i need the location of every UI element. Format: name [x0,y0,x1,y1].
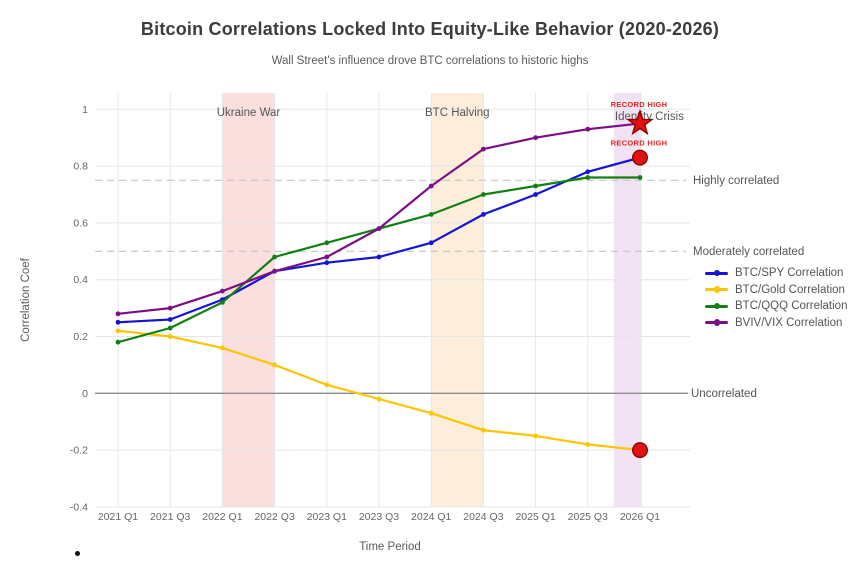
legend-item-btc-spy: BTC/SPY Correlation [705,265,847,282]
legend-label: BVIV/VIX Correlation [735,316,843,329]
legend-item-bviv-vix: BVIV/VIX Correlation [705,315,847,332]
stray-dot [75,551,80,556]
band-label: BTC Halving [425,107,490,119]
data-point [428,212,434,217]
data-point [585,126,591,132]
x-tick-label: 2023 Q1 [307,511,347,523]
record-circle-icon [632,149,649,166]
y-axis-title: Correlation Coef [20,258,32,342]
data-point [533,192,538,197]
legend: BTC/SPY Correlation BTC/Gold Correlation… [705,265,847,331]
y-tick-label: 0.6 [73,217,88,229]
data-point [481,192,486,197]
data-point [533,135,538,141]
data-point [220,300,225,305]
data-point [115,328,121,334]
x-tick-label: 2022 Q3 [254,511,294,523]
legend-item-btc-gold: BTC/Gold Correlation [705,282,847,299]
legend-line-dot-icon [705,319,728,326]
x-axis-title: Time Period [359,541,421,553]
legend-item-btc-qqq: BTC/QQQ Correlation [705,298,847,315]
data-point [324,260,330,266]
x-tick-label: 2022 Q1 [202,511,242,523]
x-tick-label: 2021 Q1 [98,511,138,523]
data-point [272,362,277,368]
data-point [167,317,173,322]
data-point [167,334,173,339]
data-point [167,325,173,331]
data-point [428,240,434,246]
event-band [431,93,484,507]
x-tick-label: 2021 Q3 [150,511,190,523]
data-point [376,396,382,402]
record-circle-icon [632,442,649,459]
data-point [585,442,591,447]
band-label: Ukraine War [217,107,281,119]
data-point [115,319,121,325]
record-star-icon [626,108,654,136]
reference-label: Highly correlated [693,175,779,187]
data-point [324,254,330,260]
y-tick-label: 0.4 [73,274,88,286]
chart-subtitle: Wall Street's influence drove BTC correl… [271,55,589,67]
y-tick-label: 0 [82,388,88,400]
data-point [376,226,382,232]
chart-title: Bitcoin Correlations Locked Into Equity-… [140,19,720,39]
record-high-label: RECORD HIGH [611,139,668,148]
data-point [481,146,486,152]
legend-line-dot-icon [705,302,728,310]
y-tick-label: 1 [82,104,88,116]
data-point [428,410,434,416]
data-point [585,175,591,180]
event-band [222,93,275,507]
x-tick-label: 2023 Q3 [359,511,399,523]
data-point [324,240,330,246]
data-point [115,311,121,317]
data-point [272,254,277,260]
data-point [272,268,277,274]
data-point [481,212,486,217]
data-point [428,183,434,189]
reference-label: Moderately correlated [693,246,804,258]
y-tick-label: -0.4 [70,501,88,513]
data-point [533,433,538,439]
legend-label: BTC/SPY Correlation [735,267,844,280]
data-point [220,345,225,351]
y-tick-label: -0.2 [70,445,88,457]
data-point [115,339,121,345]
data-point [533,183,538,189]
record-high-label: RECORD HIGH [611,100,668,109]
data-point [167,305,173,311]
x-tick-label: 2024 Q1 [411,511,451,523]
data-point [637,175,643,180]
x-tick-label: 2025 Q3 [568,511,608,523]
data-point [585,169,591,175]
y-tick-label: 0.2 [73,331,88,343]
data-point [376,254,382,260]
data-point [481,427,486,433]
legend-line-dot-icon [705,269,728,277]
reference-label: Uncorrelated [691,388,757,400]
legend-label: BTC/QQQ Correlation [735,300,848,313]
x-tick-label: 2026 Q1 [620,511,660,523]
x-tick-label: 2024 Q3 [463,511,503,523]
legend-label: BTC/Gold Correlation [735,283,845,296]
y-tick-label: 0.8 [73,161,88,173]
x-tick-label: 2025 Q1 [515,511,555,523]
data-point [220,288,225,294]
legend-line-dot-icon [705,286,728,293]
data-point [324,382,330,388]
